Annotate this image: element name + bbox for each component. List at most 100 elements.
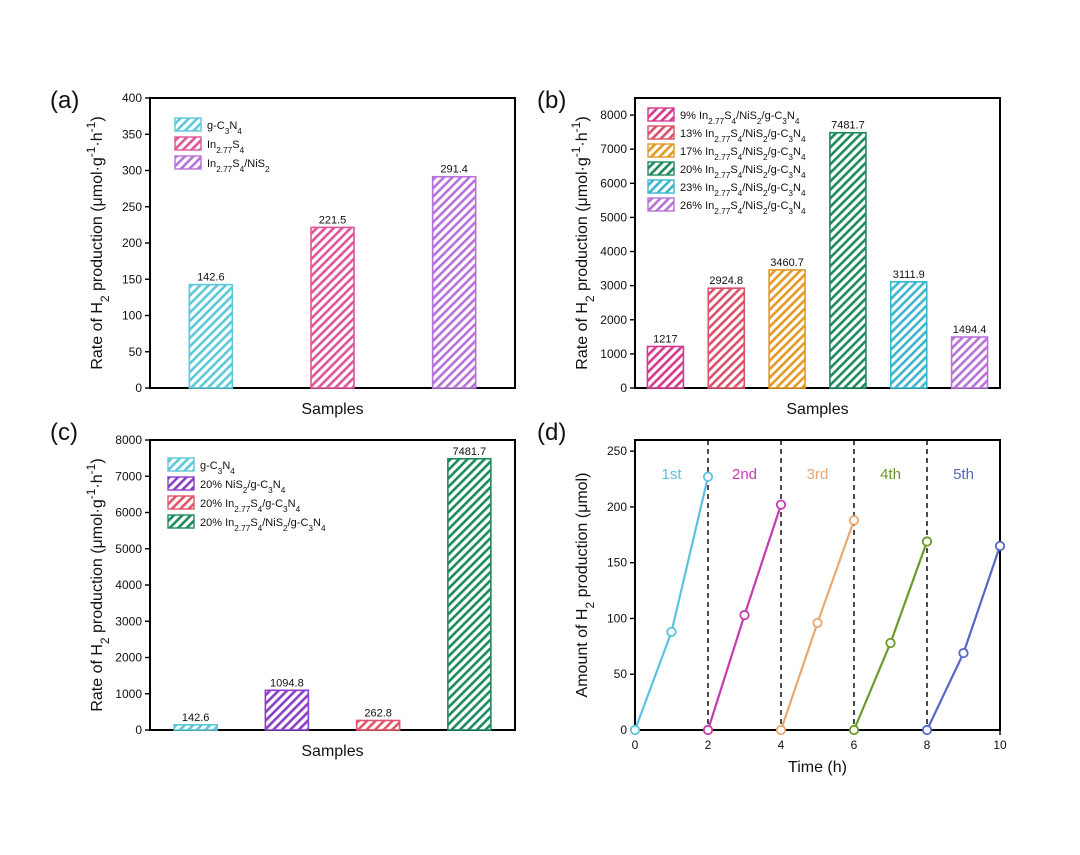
y-tick-label: 6000 (115, 506, 142, 520)
y-tick-label: 0 (135, 723, 142, 737)
x-tick-label: 4 (778, 738, 785, 752)
x-tick-label: 10 (993, 738, 1007, 752)
legend-swatch (647, 143, 675, 158)
y-tick-label: 4000 (115, 578, 142, 592)
legend-swatch (167, 495, 195, 510)
bar (889, 281, 928, 389)
legend-label: 20% In2.77S4/NiS2/g-C3N4 (680, 164, 806, 180)
series-line (926, 545, 1002, 731)
data-point (739, 610, 750, 621)
data-point (666, 626, 677, 637)
legend-swatch (167, 457, 195, 472)
legend-label: 20% In2.77S4/g-C3N4 (200, 498, 301, 514)
y-tick-label: 5000 (115, 542, 142, 556)
legend-label: 17% In2.77S4/NiS2/g-C3N4 (680, 146, 806, 162)
data-point (994, 540, 1006, 552)
legend-swatch (174, 136, 202, 151)
bar-value-label: 1217 (653, 333, 677, 345)
y-tick-label: 350 (122, 127, 142, 141)
run-label: 4th (880, 466, 901, 483)
bar-value-label: 142.6 (197, 272, 225, 284)
data-point (958, 647, 969, 659)
run-label: 2nd (732, 466, 757, 483)
y-tick-label: 300 (122, 164, 142, 178)
bar-value-label: 7481.7 (831, 120, 865, 132)
bar-value-label: 142.6 (182, 712, 210, 724)
legend-label: 23% In2.77S4/NiS2/g-C3N4 (680, 182, 806, 198)
data-point (702, 724, 714, 736)
panel-letter: (c) (50, 419, 78, 446)
y-tick-label: 0 (135, 381, 142, 395)
data-point (885, 637, 896, 649)
y-tick-label: 250 (122, 200, 142, 214)
legend-swatch (174, 155, 202, 170)
bar (768, 269, 806, 389)
data-point (921, 724, 933, 736)
x-axis-title: Samples (786, 401, 848, 418)
legend-label: 26% In2.77S4/NiS2/g-C3N4 (680, 200, 806, 216)
x-tick-label: 2 (705, 738, 712, 752)
legend-label: In2.77S4 (207, 139, 245, 155)
y-tick-label: 7000 (600, 142, 627, 156)
data-point (775, 499, 787, 510)
bar-value-label: 291.4 (440, 164, 468, 176)
run-label: 5th (953, 466, 974, 483)
y-tick-label: 2000 (115, 651, 142, 665)
x-axis-title: Time (h) (788, 759, 847, 776)
bar-value-label: 1094.8 (270, 677, 304, 689)
run-label: 1st (661, 466, 682, 483)
y-tick-label: 4000 (600, 245, 627, 259)
legend-swatch (647, 107, 675, 122)
plot-frame (634, 97, 1001, 389)
data-point (921, 536, 933, 547)
x-tick-label: 8 (924, 738, 931, 752)
x-tick-label: 6 (851, 738, 858, 752)
bar (188, 283, 234, 389)
y-tick-label: 8000 (115, 433, 142, 447)
bar (173, 724, 218, 731)
y-tick-label: 1000 (115, 687, 142, 701)
bar-value-label: 221.5 (319, 214, 347, 226)
legend-label: 20% NiS2/g-C3N4 (200, 479, 286, 495)
legend-label: 9% In2.77S4/NiS2/g-C3N4 (680, 110, 800, 126)
x-axis-title: Samples (301, 401, 363, 418)
bar (264, 689, 310, 731)
y-tick-label: 200 (122, 236, 142, 250)
legend-swatch (174, 117, 202, 132)
panel-letter: (b) (537, 87, 566, 114)
run-label: 3rd (807, 466, 829, 483)
y-tick-label: 7000 (115, 469, 142, 483)
legend-swatch (167, 514, 195, 529)
bar-value-label: 7481.7 (453, 446, 487, 458)
y-tick-label: 150 (122, 272, 142, 286)
data-point (812, 617, 823, 629)
bar-value-label: 1494.4 (953, 324, 987, 336)
y-tick-label: 2000 (600, 313, 627, 327)
x-axis-title: Samples (301, 743, 363, 760)
y-tick-label: 50 (129, 345, 143, 359)
y-tick-label: 8000 (600, 108, 627, 122)
y-tick-label: 200 (607, 500, 627, 514)
series-line (633, 476, 710, 731)
data-point (848, 724, 860, 736)
y-tick-label: 5000 (600, 210, 627, 224)
y-tick-label: 3000 (600, 279, 627, 293)
bar (707, 287, 746, 389)
legend-label: 13% In2.77S4/NiS2/g-C3N4 (680, 128, 806, 144)
y-tick-label: 100 (607, 611, 627, 625)
legend-label: 20% In2.77S4/NiS2/g-C3N4 (200, 517, 326, 533)
data-point (702, 471, 714, 482)
y-axis-title: Rate of H2 production (μmol·g-1·h-1) (84, 116, 112, 369)
panel-c: (c) 0 1000 2000 3000 4000 5000 6000 7000 8000 142.… (50, 419, 516, 760)
y-axis-title: Rate of H2 production (μmol·g-1·h-1) (569, 116, 597, 369)
y-tick-label: 150 (607, 556, 627, 570)
panel-b: (b) 0 1000 2000 3000 4000 5000 6000 7000 8000 1217… (537, 87, 1001, 418)
plot-frame (634, 439, 1001, 731)
bar-value-label: 262.8 (364, 707, 392, 719)
y-tick-label: 6000 (600, 176, 627, 190)
bar (829, 131, 867, 389)
series-line (852, 541, 929, 731)
bar-value-label: 2924.8 (709, 275, 743, 287)
bar-value-label: 3111.9 (893, 269, 925, 281)
